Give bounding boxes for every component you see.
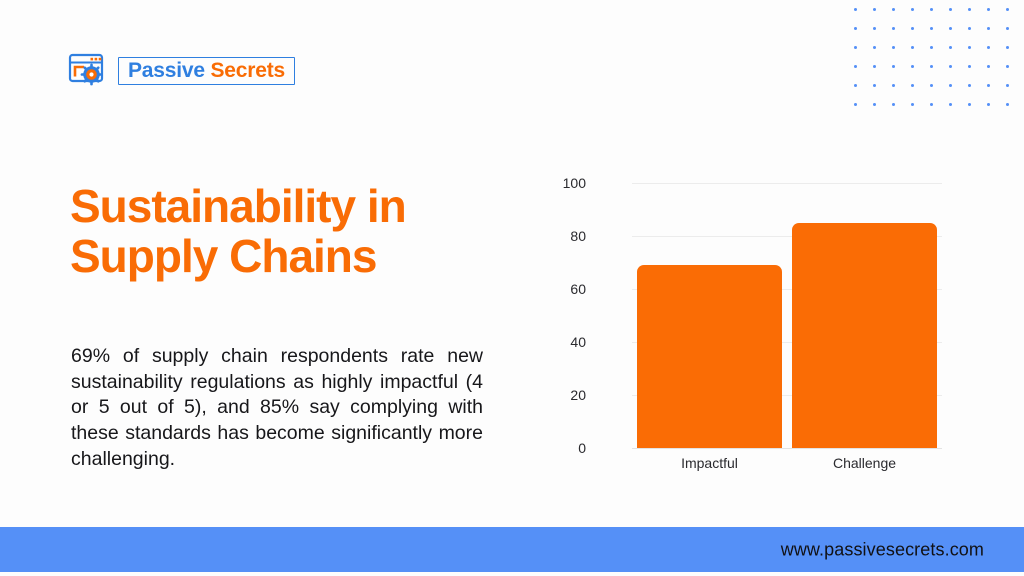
decorative-dot: [854, 8, 857, 11]
decorative-dot: [930, 46, 933, 49]
decorative-dot: [968, 8, 971, 11]
decorative-dot: [987, 103, 990, 106]
decorative-dot: [1006, 65, 1009, 68]
decorative-dot: [930, 27, 933, 30]
decorative-dot: [873, 8, 876, 11]
decorative-dot: [949, 27, 952, 30]
decorative-dot: [911, 84, 914, 87]
chart-gridline: [632, 395, 942, 396]
decorative-dot: [968, 65, 971, 68]
decorative-dot: [949, 65, 952, 68]
chart-gridline: [632, 448, 942, 449]
decorative-dot: [930, 8, 933, 11]
decorative-dot: [854, 46, 857, 49]
decorative-dot: [911, 46, 914, 49]
decorative-dot: [892, 27, 895, 30]
decorative-dot: [968, 46, 971, 49]
browser-window-gear-icon: [68, 52, 110, 90]
decorative-dot: [949, 46, 952, 49]
brand-logo: Passive Secrets: [68, 52, 295, 90]
decorative-dot: [873, 46, 876, 49]
decorative-dot: [1006, 27, 1009, 30]
decorative-dot: [987, 84, 990, 87]
chart-plot-area: 0 20 40 60 80 100 Impactful Challenge: [563, 175, 942, 471]
chart-gridline: [632, 236, 942, 237]
body-paragraph: 69% of supply chain respondents rate new…: [71, 345, 483, 470]
decorative-dot: [854, 103, 857, 106]
decorative-dot: [1006, 84, 1009, 87]
y-axis-tick-label: 100: [562, 175, 586, 191]
decorative-dot: [911, 8, 914, 11]
footer-website-url: www.passivesecrets.com: [780, 539, 984, 559]
decorative-dot: [892, 84, 895, 87]
decorative-dot: [930, 103, 933, 106]
decorative-dot: [1006, 103, 1009, 106]
brand-wordmark: Passive Secrets: [118, 57, 295, 85]
page-title: Sustainability in Supply Chains: [70, 180, 407, 282]
decorative-dot: [873, 103, 876, 106]
chart-gridline: [632, 289, 942, 290]
decorative-dot: [892, 8, 895, 11]
decorative-dot: [968, 27, 971, 30]
decorative-dot: [968, 84, 971, 87]
decorative-dot: [873, 65, 876, 68]
decorative-dot: [987, 65, 990, 68]
decorative-dot: [911, 27, 914, 30]
footer-bar: www.passivesecrets.com: [0, 527, 1024, 572]
y-axis-tick-label: 80: [570, 228, 586, 244]
decorative-dot: [1006, 8, 1009, 11]
decorative-dot: [930, 65, 933, 68]
decorative-dot: [911, 103, 914, 106]
decorative-dot: [949, 103, 952, 106]
decorative-dot: [930, 84, 933, 87]
decorative-dot: [949, 84, 952, 87]
decorative-dot: [968, 103, 971, 106]
y-axis-tick-label: 20: [570, 387, 586, 403]
bar-chart: 0 20 40 60 80 100 Impactful Challenge: [563, 165, 980, 475]
chart-gridline: [632, 183, 942, 184]
decorative-dot: [854, 84, 857, 87]
chart-bar: [791, 222, 938, 448]
decorative-dot: [911, 65, 914, 68]
decorative-dot: [1006, 46, 1009, 49]
x-axis-tick-label: Challenge: [832, 455, 897, 471]
y-axis-tick-label: 40: [570, 334, 586, 350]
chart-gridline: [632, 342, 942, 343]
decorative-dot: [873, 84, 876, 87]
x-axis-tick-label: Impactful: [681, 455, 738, 471]
decorative-dot: [892, 46, 895, 49]
decorative-dot: [854, 27, 857, 30]
brand-name-secrets: Secrets: [210, 59, 285, 82]
decorative-dot: [892, 103, 895, 106]
brand-name-passive: Passive: [128, 59, 205, 82]
decorative-dot-grid: [844, 0, 1024, 106]
decorative-dot: [987, 8, 990, 11]
decorative-dot: [987, 46, 990, 49]
decorative-dot: [873, 27, 876, 30]
decorative-dot: [892, 65, 895, 68]
y-axis-tick-label: 60: [570, 281, 586, 297]
chart-bar: [636, 265, 783, 448]
decorative-dot: [949, 8, 952, 11]
y-axis-tick-label: 0: [578, 440, 586, 456]
decorative-dot: [987, 27, 990, 30]
decorative-dot: [854, 65, 857, 68]
